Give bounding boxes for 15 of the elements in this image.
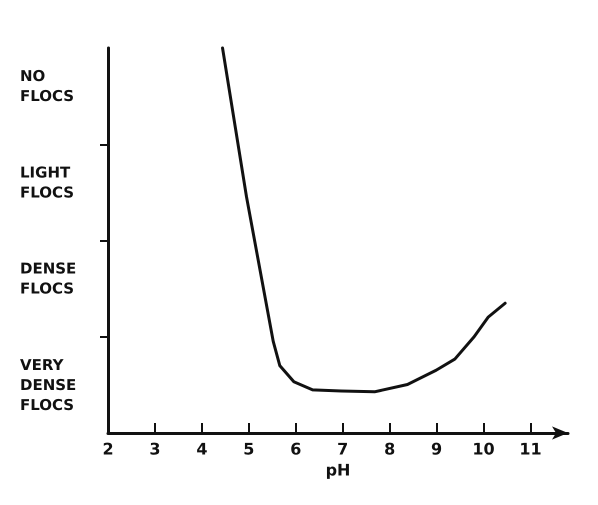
x-tick-label: 9 bbox=[431, 440, 442, 458]
text: LIGHT FLOCS bbox=[20, 163, 74, 202]
x-tick-label: 3 bbox=[149, 440, 161, 458]
x-tick-label: 4 bbox=[196, 440, 208, 458]
text: VERY DENSE FLOCS bbox=[20, 356, 76, 414]
x-tick-label: 5 bbox=[243, 440, 254, 458]
x-tick-label: 7 bbox=[337, 440, 348, 458]
x-tick-label: 10 bbox=[472, 440, 495, 458]
text: DENSE FLOCS bbox=[20, 260, 76, 298]
x-axis-title: pH bbox=[326, 460, 350, 480]
x-tick-label: 11 bbox=[519, 440, 542, 458]
x-tick-label: 2 bbox=[102, 440, 114, 458]
x-tick-label: 8 bbox=[384, 440, 396, 458]
x-tick-label: 6 bbox=[290, 440, 302, 458]
text: NO FLOCS bbox=[20, 67, 74, 106]
